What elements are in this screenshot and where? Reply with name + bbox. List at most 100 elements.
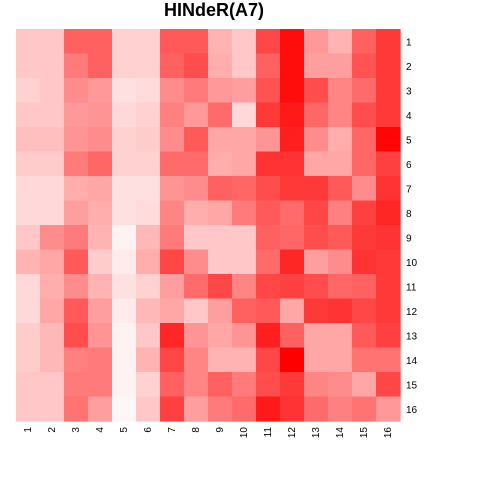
heatmap-cell-r3-c4 — [88, 78, 113, 104]
heatmap-cell-r11-c16 — [376, 274, 401, 300]
heatmap-cell-r8-c11 — [256, 200, 281, 226]
column-label-4: 4 — [95, 427, 106, 433]
heatmap-cell-r1-c1 — [16, 29, 41, 55]
column-label-3: 3 — [71, 427, 82, 433]
heatmap-cell-r2-c8 — [184, 53, 209, 79]
heatmap-cell-r2-c1 — [16, 53, 41, 79]
heatmap-cell-r12-c1 — [16, 298, 41, 324]
heatmap-cell-r1-c15 — [352, 29, 377, 55]
heatmap-cell-r8-c2 — [40, 200, 65, 226]
heatmap-cell-r8-c13 — [304, 200, 329, 226]
heatmap-cell-r7-c11 — [256, 176, 281, 202]
heatmap-cell-r15-c13 — [304, 372, 329, 398]
chart-title: HINdeR(A7) — [164, 0, 264, 20]
heatmap-cell-r3-c8 — [184, 78, 209, 104]
heatmap-cell-r10-c15 — [352, 249, 377, 275]
heatmap-cell-r4-c12 — [280, 102, 305, 128]
row-label-2: 2 — [406, 62, 412, 73]
heatmap-cell-r4-c3 — [64, 102, 89, 128]
heatmap-cell-r1-c2 — [40, 29, 65, 55]
heatmap-cell-r15-c2 — [40, 372, 65, 398]
row-label-15: 15 — [406, 380, 418, 391]
heatmap-cells — [16, 29, 401, 422]
heatmap-cell-r13-c12 — [280, 323, 305, 349]
heatmap-cell-r6-c13 — [304, 151, 329, 177]
heatmap-cell-r10-c10 — [232, 249, 257, 275]
heatmap-cell-r9-c3 — [64, 225, 89, 251]
column-label-10: 10 — [239, 427, 250, 439]
heatmap-cell-r15-c12 — [280, 372, 305, 398]
heatmap-cell-r7-c15 — [352, 176, 377, 202]
heatmap-cell-r4-c14 — [328, 102, 353, 128]
heatmap-cell-r14-c14 — [328, 347, 353, 373]
heatmap-cell-r12-c9 — [208, 298, 233, 324]
heatmap-cell-r13-c10 — [232, 323, 257, 349]
column-label-8: 8 — [191, 427, 202, 433]
heatmap-cell-r9-c15 — [352, 225, 377, 251]
heatmap-cell-r1-c12 — [280, 29, 305, 55]
heatmap-cell-r3-c16 — [376, 78, 401, 104]
heatmap-cell-r7-c9 — [208, 176, 233, 202]
heatmap-cell-r6-c10 — [232, 151, 257, 177]
heatmap-cell-r1-c7 — [160, 29, 185, 55]
row-label-5: 5 — [406, 135, 412, 146]
heatmap-cell-r2-c4 — [88, 53, 113, 79]
heatmap-cell-r2-c3 — [64, 53, 89, 79]
heatmap-cell-r16-c13 — [304, 396, 329, 422]
heatmap-cell-r3-c1 — [16, 78, 41, 104]
heatmap-cell-r15-c8 — [184, 372, 209, 398]
heatmap-cell-r8-c3 — [64, 200, 89, 226]
heatmap-cell-r13-c9 — [208, 323, 233, 349]
column-label-15: 15 — [359, 427, 370, 439]
heatmap-cell-r3-c10 — [232, 78, 257, 104]
heatmap-cell-r6-c1 — [16, 151, 41, 177]
heatmap-cell-r8-c8 — [184, 200, 209, 226]
heatmap-cell-r4-c16 — [376, 102, 401, 128]
heatmap-cell-r12-c8 — [184, 298, 209, 324]
heatmap-cell-r7-c2 — [40, 176, 65, 202]
heatmap-cell-r4-c1 — [16, 102, 41, 128]
heatmap-cell-r14-c1 — [16, 347, 41, 373]
heatmap-cell-r14-c10 — [232, 347, 257, 373]
heatmap-cell-r15-c10 — [232, 372, 257, 398]
heatmap-cell-r10-c11 — [256, 249, 281, 275]
heatmap-cell-r4-c5 — [112, 102, 137, 128]
heatmap-cell-r7-c6 — [136, 176, 161, 202]
heatmap-cell-r3-c13 — [304, 78, 329, 104]
column-label-11: 11 — [263, 427, 274, 438]
row-label-3: 3 — [406, 86, 412, 97]
column-labels: 1 2 3 4 5 6 7 8 9 10 11 12 13 14 15 16 — [23, 427, 394, 439]
heatmap-cell-r13-c2 — [40, 323, 65, 349]
heatmap-cell-r16-c1 — [16, 396, 41, 422]
heatmap-cell-r8-c7 — [160, 200, 185, 226]
heatmap-cell-r10-c3 — [64, 249, 89, 275]
heatmap-cell-r10-c12 — [280, 249, 305, 275]
heatmap-cell-r4-c15 — [352, 102, 377, 128]
heatmap-cell-r3-c14 — [328, 78, 353, 104]
heatmap-cell-r11-c9 — [208, 274, 233, 300]
heatmap-cell-r1-c3 — [64, 29, 89, 55]
heatmap-cell-r11-c5 — [112, 274, 137, 300]
heatmap-cell-r3-c12 — [280, 78, 305, 104]
heatmap-cell-r12-c2 — [40, 298, 65, 324]
heatmap-cell-r9-c7 — [160, 225, 185, 251]
row-label-1: 1 — [406, 37, 412, 48]
heatmap-cell-r3-c3 — [64, 78, 89, 104]
heatmap-cell-r5-c15 — [352, 127, 377, 153]
column-label-16: 16 — [383, 427, 394, 439]
heatmap-cell-r5-c16 — [376, 127, 401, 153]
heatmap-cell-r11-c2 — [40, 274, 65, 300]
heatmap-cell-r9-c13 — [304, 225, 329, 251]
heatmap-cell-r2-c2 — [40, 53, 65, 79]
heatmap-cell-r3-c6 — [136, 78, 161, 104]
column-label-12: 12 — [287, 427, 298, 439]
heatmap-cell-r9-c14 — [328, 225, 353, 251]
heatmap-cell-r4-c4 — [88, 102, 113, 128]
heatmap-cell-r14-c5 — [112, 347, 137, 373]
heatmap-cell-r9-c5 — [112, 225, 137, 251]
heatmap-cell-r11-c3 — [64, 274, 89, 300]
row-label-12: 12 — [406, 307, 418, 318]
heatmap-cell-r8-c15 — [352, 200, 377, 226]
heatmap-cell-r12-c11 — [256, 298, 281, 324]
